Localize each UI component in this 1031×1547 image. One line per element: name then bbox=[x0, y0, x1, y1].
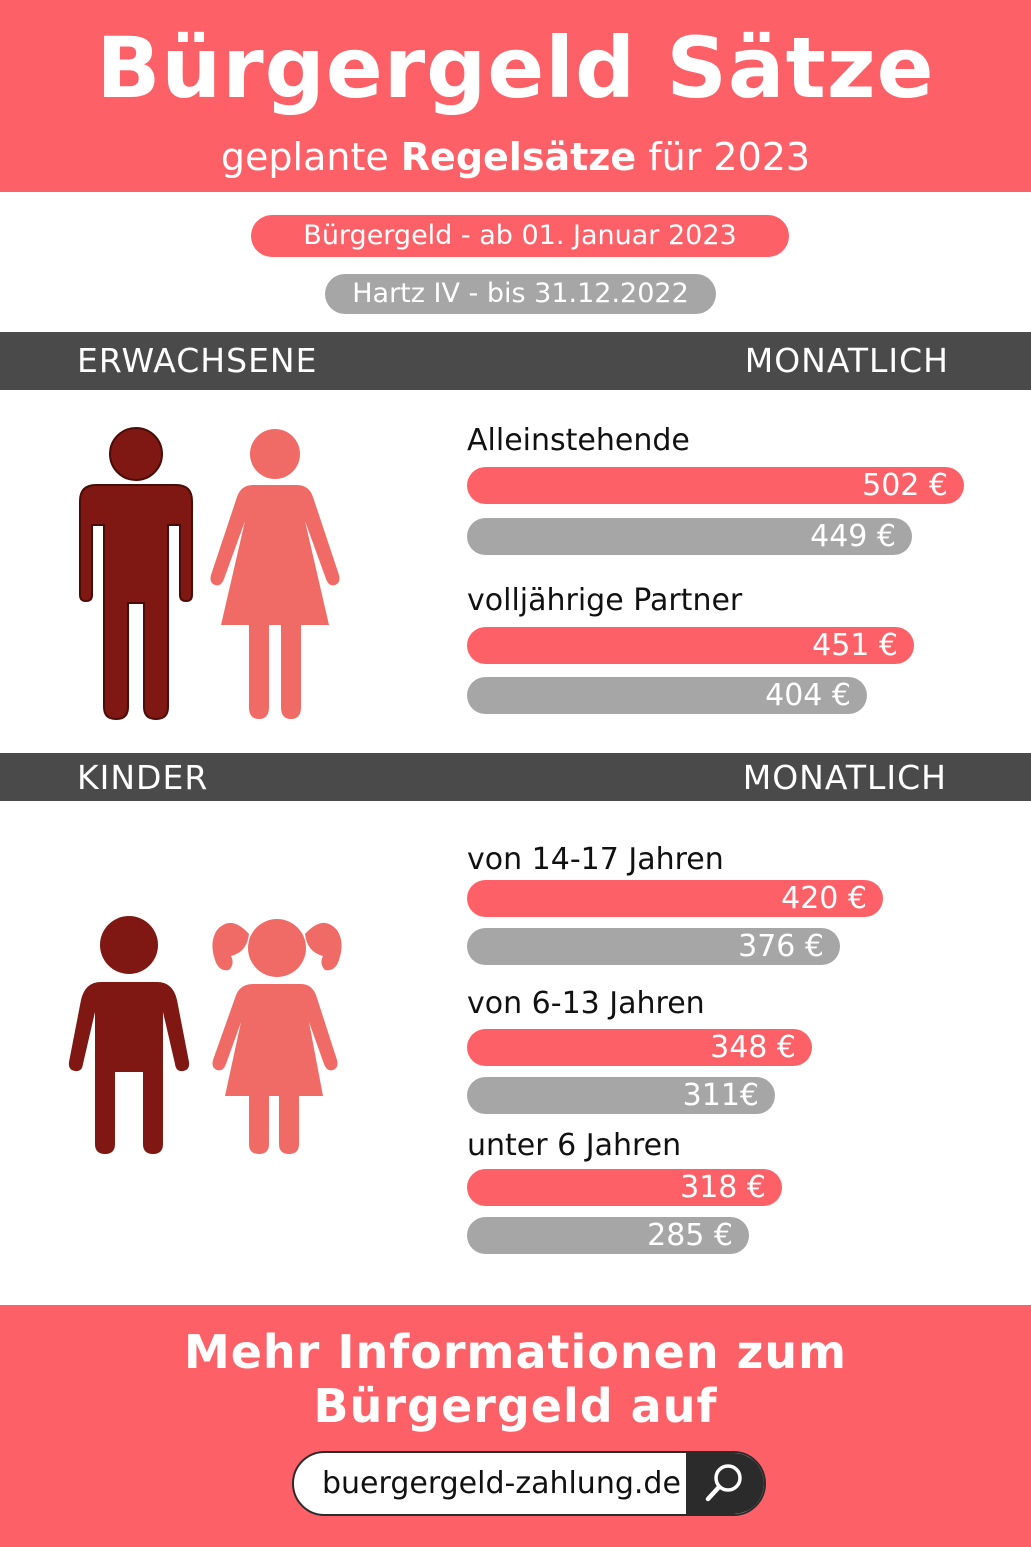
section-period-adults: MONATLICH bbox=[744, 341, 949, 380]
section-period-children: MONATLICH bbox=[742, 758, 947, 797]
legend-buergergeld: Bürgergeld - ab 01. Januar 2023 bbox=[251, 215, 789, 257]
section-title-adults: ERWACHSENE bbox=[77, 341, 318, 380]
bar-hartz-iv-von-6-13-jahren: 311€ bbox=[467, 1077, 775, 1114]
category-label-von-6-13-jahren: von 6-13 Jahren bbox=[467, 986, 705, 1021]
bar-buergergeld-von-14-17-jahren: 420 € bbox=[467, 880, 883, 917]
bar-buergergeld-unter-6-jahren: 318 € bbox=[467, 1169, 782, 1206]
footer-line-2: Bürgergeld auf bbox=[313, 1379, 718, 1433]
man-icon bbox=[79, 427, 193, 721]
bar-buergergeld-alleinstehende: 502 € bbox=[467, 467, 964, 504]
category-label-alleinstehende: Alleinstehende bbox=[467, 423, 690, 458]
category-label-vollj-hrige-partner: volljährige Partner bbox=[467, 583, 743, 618]
page-subtitle: geplante Regelsätze für 2023 bbox=[0, 132, 1031, 182]
bar-hartz-iv-von-14-17-jahren: 376 € bbox=[467, 928, 840, 965]
bar-hartz-iv-vollj-hrige-partner: 404 € bbox=[467, 677, 867, 714]
search-button[interactable] bbox=[686, 1453, 764, 1514]
subtitle-post: für 2023 bbox=[636, 135, 811, 179]
footer-line-1: Mehr Informationen zum bbox=[183, 1325, 848, 1379]
boy-icon bbox=[68, 916, 190, 1154]
search-icon[interactable] bbox=[686, 1453, 764, 1514]
section-title-children: KINDER bbox=[77, 758, 209, 797]
bar-hartz-iv-unter-6-jahren: 285 € bbox=[467, 1217, 749, 1254]
footer-text: Mehr Informationen zum Bürgergeld auf bbox=[0, 1325, 1031, 1433]
woman-icon bbox=[210, 429, 340, 719]
category-label-von-14-17-jahren: von 14-17 Jahren bbox=[467, 842, 724, 877]
section-bar-adults: ERWACHSENE MONATLICH bbox=[0, 332, 1031, 390]
legend-hartz-iv: Hartz IV - bis 31.12.2022 bbox=[325, 274, 716, 314]
search-input[interactable]: buergergeld-zahlung.de bbox=[322, 1466, 681, 1501]
section-bar-children: KINDER MONATLICH bbox=[0, 753, 1031, 801]
bar-buergergeld-von-6-13-jahren: 348 € bbox=[467, 1029, 812, 1066]
search-bar[interactable]: buergergeld-zahlung.de bbox=[292, 1451, 766, 1516]
page-title: Bürgergeld Sätze bbox=[96, 19, 935, 117]
girl-icon bbox=[212, 919, 342, 1154]
bar-buergergeld-vollj-hrige-partner: 451 € bbox=[467, 627, 914, 664]
category-label-unter-6-jahren: unter 6 Jahren bbox=[467, 1128, 682, 1163]
subtitle-bold: Regelsätze bbox=[400, 135, 637, 179]
subtitle-pre: geplante bbox=[220, 135, 401, 179]
bar-hartz-iv-alleinstehende: 449 € bbox=[467, 518, 912, 555]
header-banner bbox=[0, 0, 1031, 192]
